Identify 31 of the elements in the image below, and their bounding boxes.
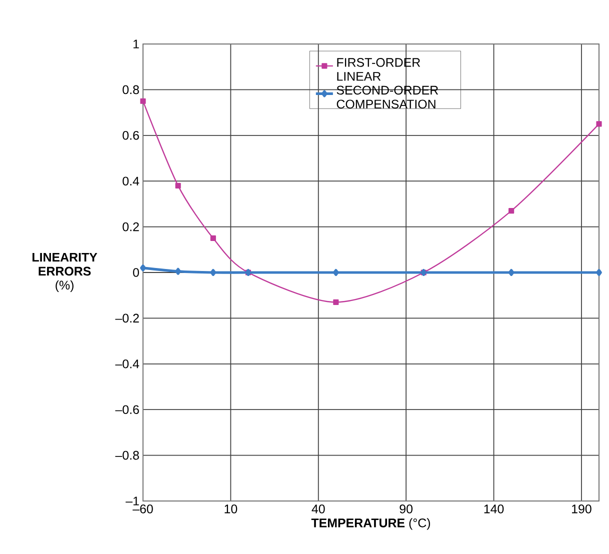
x-tick-label: 40 bbox=[312, 504, 325, 514]
x-axis-title: TEMPERATURE (°C) bbox=[311, 518, 430, 530]
point bbox=[210, 269, 216, 276]
x-tick-label: 140 bbox=[484, 504, 504, 514]
point bbox=[508, 208, 514, 214]
y-tick-label: 0.4 bbox=[122, 176, 140, 186]
point bbox=[140, 264, 146, 272]
y-axis-title: LINEARITY ERRORS (%) bbox=[32, 252, 98, 292]
point bbox=[508, 269, 514, 276]
y-tick-label: 0.2 bbox=[122, 222, 139, 232]
point bbox=[596, 269, 602, 276]
y-tick-label: –0.6 bbox=[115, 405, 139, 414]
y-tick-label: –0.4 bbox=[115, 359, 140, 368]
y-tick-label: –0.2 bbox=[115, 314, 139, 323]
y-tick-label: 0 bbox=[133, 268, 139, 277]
point bbox=[140, 98, 146, 104]
x-tick-label: –60 bbox=[132, 504, 153, 514]
y-tick-label: 0.8 bbox=[122, 85, 139, 94]
y-tick-label: –0.8 bbox=[115, 450, 139, 460]
point bbox=[332, 269, 339, 276]
point bbox=[333, 299, 339, 305]
point bbox=[175, 268, 182, 275]
point bbox=[596, 121, 602, 127]
y-tick-label: 1 bbox=[134, 40, 139, 48]
x-tick-label: 10 bbox=[224, 504, 238, 514]
point bbox=[210, 235, 216, 242]
x-tick-label: 90 bbox=[400, 504, 413, 514]
point bbox=[175, 182, 181, 188]
x-tick-label: 190 bbox=[572, 504, 592, 514]
y-tick-label: 0.6 bbox=[122, 130, 139, 140]
y-tick-label: –1 bbox=[126, 496, 139, 506]
